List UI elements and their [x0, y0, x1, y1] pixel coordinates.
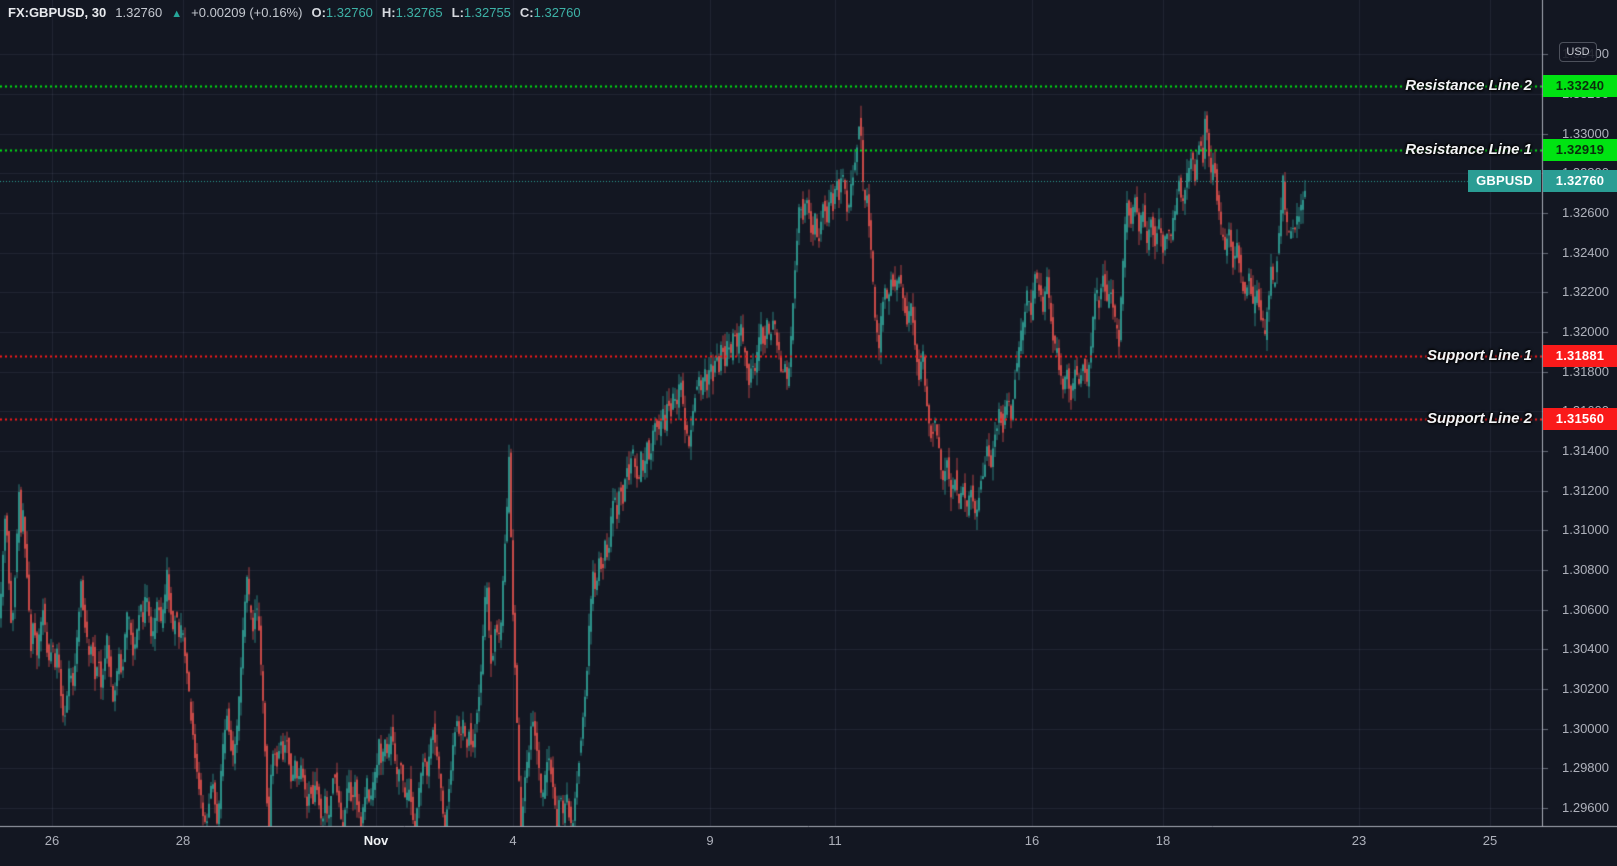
current-price-badge: 1.32760	[1543, 170, 1617, 193]
price-axis-label: 1.30400	[1562, 641, 1609, 657]
ohlc-item: H:1.32765	[381, 5, 443, 20]
price-axis-label: 1.30600	[1562, 601, 1609, 617]
level-label-resistance-line-2[interactable]: Resistance Line 2	[1405, 77, 1532, 95]
up-arrow-icon: ▲	[171, 8, 183, 20]
last-price: 1.32760	[115, 5, 163, 20]
price-axis-label: 1.32400	[1562, 244, 1609, 260]
price-axis-label: 1.31400	[1562, 442, 1609, 458]
price-axis-label: 1.29800	[1562, 760, 1609, 776]
level-label-support-line-1[interactable]: Support Line 1	[1427, 346, 1532, 364]
price-axis-label: 1.30800	[1562, 561, 1609, 577]
time-axis-label-28: 28	[175, 833, 191, 848]
time-axis-label-nov: Nov	[363, 833, 389, 848]
price-axis-label: 1.29600	[1562, 799, 1609, 815]
price-axis-label: 1.31200	[1562, 482, 1609, 498]
price-axis-label: 1.30200	[1562, 680, 1609, 696]
price-badge-support-line-1: 1.31881	[1543, 344, 1617, 367]
ohlc-item: L:1.32755	[451, 5, 511, 20]
time-axis-label-18: 18	[1155, 833, 1171, 848]
price-badge-resistance-line-1: 1.32919	[1543, 138, 1617, 161]
price-axis-label: 1.31000	[1562, 522, 1609, 538]
time-axis-label-4: 4	[509, 833, 517, 848]
time-axis-label-25: 25	[1482, 833, 1498, 848]
level-label-resistance-line-1[interactable]: Resistance Line 1	[1405, 140, 1532, 158]
time-axis-label-26: 26	[44, 833, 60, 848]
time-axis-label-9: 9	[706, 833, 714, 848]
symbol-legend: FX:GBPUSD, 30 1.32760 ▲ +0.00209 (+0.16%…	[8, 5, 581, 20]
price-axis-label: 1.32200	[1562, 284, 1609, 300]
ohlc-item: C:1.32760	[519, 5, 581, 20]
symbol-title[interactable]: FX:GBPUSD, 30	[8, 5, 107, 20]
current-symbol-badge: GBPUSD	[1468, 170, 1541, 193]
ohlc-item: O:1.32760	[311, 5, 373, 20]
price-axis-label: 1.31800	[1562, 363, 1609, 379]
price-badge-support-line-2: 1.31560	[1543, 408, 1617, 431]
currency-toggle-button[interactable]: USD	[1559, 42, 1597, 62]
time-axis-label-16: 16	[1024, 833, 1040, 848]
ohlc-values: O:1.32760 H:1.32765 L:1.32755 C:1.32760	[311, 5, 580, 20]
price-badge-resistance-line-2: 1.33240	[1543, 75, 1617, 98]
level-label-support-line-2[interactable]: Support Line 2	[1427, 410, 1532, 428]
price-change: +0.00209 (+0.16%)	[191, 5, 303, 20]
time-axis-label-11: 11	[828, 833, 842, 848]
price-axis-label: 1.30000	[1562, 720, 1609, 736]
price-axis-label: 1.32000	[1562, 323, 1609, 339]
time-axis-label-23: 23	[1351, 833, 1367, 848]
price-axis-label: 1.32600	[1562, 204, 1609, 220]
price-axis-label: 1.33000	[1562, 125, 1609, 141]
